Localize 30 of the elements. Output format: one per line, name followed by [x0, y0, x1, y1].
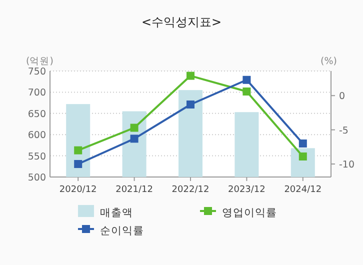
y-tick-label: 750	[28, 66, 46, 78]
point	[74, 160, 82, 168]
x-tick-label: 2020/12	[59, 185, 97, 195]
x-tick-label: 2023/12	[228, 185, 266, 195]
y-axis-title: (억원)	[26, 56, 54, 67]
y2-tick-label: 0	[339, 91, 346, 102]
y-tick-label: 500	[28, 172, 46, 184]
y-tick-label: 600	[28, 130, 46, 142]
legend-label: 순이익률	[100, 225, 144, 237]
x-tick-label: 2022/12	[172, 185, 210, 195]
y2-tick-label: -5	[339, 125, 348, 136]
point	[130, 134, 138, 143]
y-tick-label: 550	[28, 151, 46, 162]
point	[242, 76, 251, 84]
point	[74, 146, 82, 154]
y2-axis-title: (%)	[320, 56, 337, 67]
point	[186, 100, 194, 109]
chart-title: <수익성지표>	[141, 15, 222, 29]
point	[242, 88, 251, 96]
point	[130, 124, 138, 132]
legend-label: 매출액	[100, 207, 133, 219]
y-tick-label: 650	[28, 108, 46, 120]
x-tick-label: 2021/12	[116, 185, 153, 195]
legend-label: 영업이익률	[222, 207, 277, 219]
point	[186, 72, 194, 80]
y2-tick-label: -10	[339, 160, 355, 171]
point	[298, 139, 307, 148]
point	[298, 152, 307, 160]
x-tick-label: 2024/12	[284, 185, 322, 195]
y-tick-label: 700	[28, 88, 46, 99]
